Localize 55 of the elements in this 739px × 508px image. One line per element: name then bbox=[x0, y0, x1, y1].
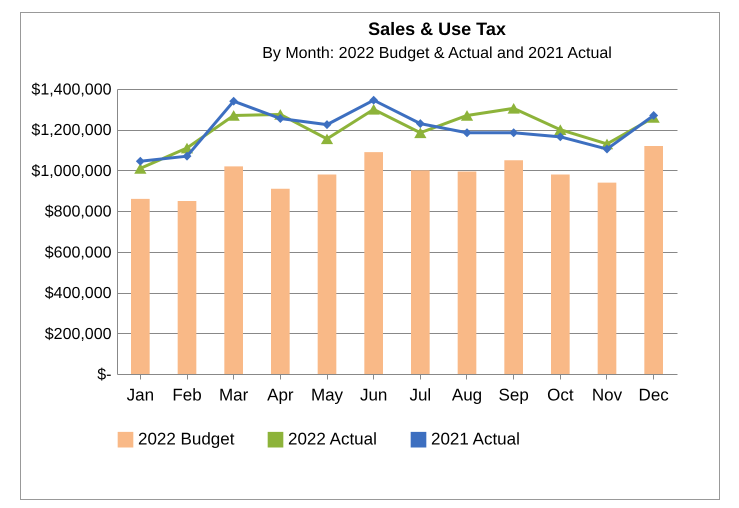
x-tick-label: Jun bbox=[360, 386, 388, 404]
y-tick-label: $1,000,000 bbox=[31, 162, 112, 180]
x-tick-label: Aug bbox=[452, 386, 482, 404]
y-tick-label: $1,400,000 bbox=[31, 82, 112, 98]
point bbox=[649, 110, 658, 120]
x-tick-label: Nov bbox=[592, 386, 623, 404]
point bbox=[320, 134, 334, 144]
x-tick-label: Sep bbox=[498, 386, 529, 404]
y-tick-label: $800,000 bbox=[44, 204, 112, 221]
point bbox=[134, 163, 146, 174]
bar bbox=[504, 160, 523, 374]
x-tick-label: Jul bbox=[409, 386, 432, 404]
y-tick-label: $1,200,000 bbox=[31, 122, 112, 140]
y-tick-label: $600,000 bbox=[44, 244, 112, 262]
bar bbox=[318, 174, 336, 374]
x-tick-label: Oct bbox=[547, 386, 574, 404]
point bbox=[414, 127, 426, 138]
point bbox=[554, 124, 566, 136]
point bbox=[276, 114, 285, 123]
point bbox=[369, 96, 378, 105]
point bbox=[228, 110, 240, 121]
legend-label: 2021 Actual bbox=[431, 430, 520, 449]
legend-label: 2022 Budget bbox=[138, 430, 235, 449]
x-tick-label: Dec bbox=[638, 386, 670, 404]
bar bbox=[411, 170, 430, 374]
point bbox=[416, 119, 425, 128]
x-tick-label: Mar bbox=[219, 386, 249, 404]
bar bbox=[644, 146, 663, 374]
point bbox=[462, 128, 472, 138]
y-tick-label: $- bbox=[97, 366, 112, 384]
y-tick-label: $200,000 bbox=[44, 326, 112, 343]
bar bbox=[598, 182, 616, 374]
bar bbox=[131, 198, 150, 374]
x-tick-label: Apr bbox=[267, 386, 294, 404]
x-tick-label: Jan bbox=[126, 386, 154, 404]
chart-title: Sales & Use Tax bbox=[368, 19, 506, 39]
chart-subtitle: By Month: 2022 Budget & Actual and 2021 Actual bbox=[262, 45, 612, 62]
bar bbox=[551, 174, 570, 374]
point bbox=[229, 96, 238, 106]
bar bbox=[178, 200, 196, 374]
x-tick-label: Feb bbox=[172, 386, 202, 404]
point bbox=[602, 144, 612, 154]
bar bbox=[458, 171, 476, 374]
bar bbox=[271, 188, 290, 374]
x-tick-label: May bbox=[310, 386, 344, 404]
y-tick-label: $400,000 bbox=[44, 285, 112, 302]
point bbox=[182, 152, 192, 161]
bar bbox=[224, 166, 243, 374]
point bbox=[508, 103, 520, 114]
legend-label: 2022 Actual bbox=[288, 430, 377, 449]
bar bbox=[364, 152, 383, 374]
point bbox=[136, 156, 145, 166]
point bbox=[368, 104, 380, 115]
point bbox=[460, 110, 474, 121]
point bbox=[322, 120, 332, 130]
